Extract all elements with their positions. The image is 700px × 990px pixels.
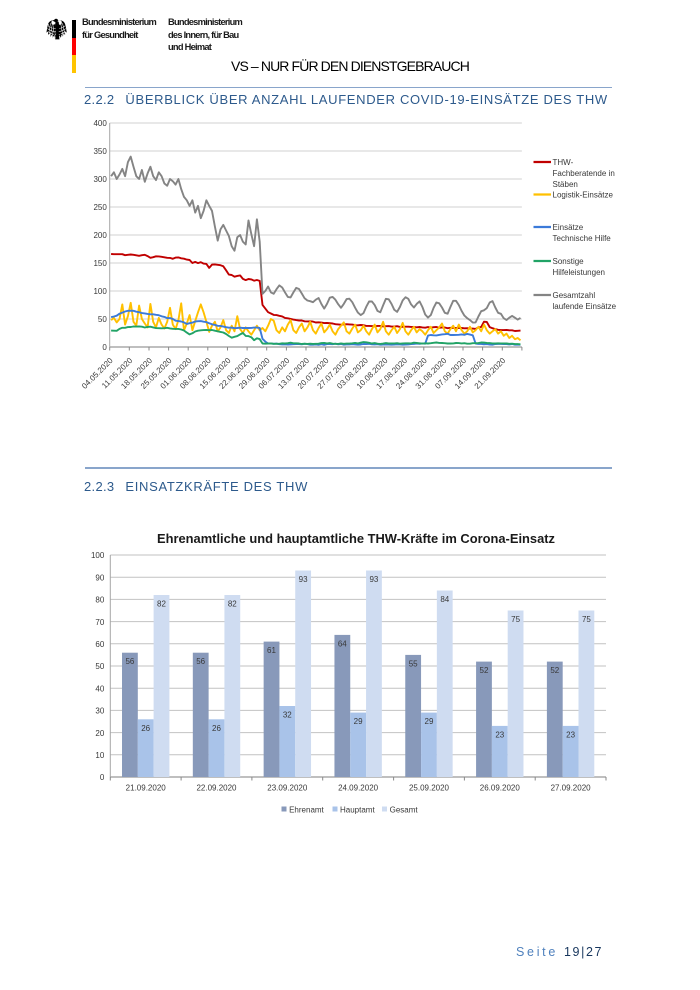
svg-text:23: 23 — [495, 730, 504, 739]
svg-text:82: 82 — [157, 600, 166, 609]
svg-text:21.09.2020: 21.09.2020 — [126, 784, 167, 793]
svg-text:Technische Hilfe: Technische Hilfe — [553, 234, 612, 243]
svg-text:Gesamtzahl: Gesamtzahl — [553, 291, 596, 300]
svg-text:75: 75 — [582, 615, 591, 624]
svg-text:70: 70 — [95, 618, 104, 627]
svg-text:Fachberatende in: Fachberatende in — [553, 169, 615, 178]
svg-text:75: 75 — [511, 615, 520, 624]
svg-text:50: 50 — [95, 662, 104, 671]
svg-text:26: 26 — [212, 724, 221, 733]
svg-text:56: 56 — [196, 657, 205, 666]
svg-text:64: 64 — [338, 639, 347, 648]
svg-text:Einsätze: Einsätze — [553, 223, 584, 232]
svg-text:350: 350 — [93, 147, 107, 156]
svg-text:30: 30 — [95, 707, 104, 716]
svg-text:25.09.2020: 25.09.2020 — [409, 784, 450, 793]
svg-text:10: 10 — [95, 751, 104, 760]
svg-text:32: 32 — [283, 711, 292, 720]
svg-text:56: 56 — [125, 657, 134, 666]
svg-text:300: 300 — [93, 175, 107, 184]
svg-text:84: 84 — [440, 595, 449, 604]
svg-text:THW-: THW- — [553, 158, 574, 167]
svg-text:23.09.2020: 23.09.2020 — [267, 784, 308, 793]
svg-text:100: 100 — [93, 287, 107, 296]
svg-text:26.09.2020: 26.09.2020 — [480, 784, 521, 793]
svg-text:Hilfeleistungen: Hilfeleistungen — [553, 268, 605, 277]
svg-text:Gesamt: Gesamt — [390, 805, 419, 814]
svg-text:Sonstige: Sonstige — [553, 257, 585, 266]
svg-text:24.09.2020: 24.09.2020 — [338, 784, 379, 793]
svg-text:90: 90 — [95, 573, 104, 582]
svg-text:0: 0 — [102, 343, 107, 352]
svg-text:80: 80 — [95, 596, 104, 605]
svg-text:0: 0 — [100, 773, 105, 782]
svg-text:82: 82 — [228, 600, 237, 609]
svg-text:150: 150 — [93, 259, 107, 268]
svg-text:52: 52 — [550, 666, 559, 675]
svg-text:200: 200 — [93, 231, 107, 240]
svg-text:50: 50 — [98, 315, 107, 324]
svg-text:Logistik-Einsätze: Logistik-Einsätze — [553, 191, 614, 200]
svg-text:23: 23 — [566, 730, 575, 739]
svg-text:52: 52 — [480, 666, 489, 675]
svg-text:29: 29 — [354, 717, 363, 726]
svg-text:400: 400 — [93, 119, 107, 128]
svg-text:55: 55 — [409, 659, 418, 668]
svg-text:60: 60 — [95, 640, 104, 649]
svg-text:Hauptamt: Hauptamt — [340, 805, 375, 814]
svg-text:250: 250 — [93, 203, 107, 212]
svg-text:Ehrenamt: Ehrenamt — [289, 805, 324, 814]
svg-text:laufende Einsätze: laufende Einsätze — [553, 302, 617, 311]
svg-text:29: 29 — [425, 717, 434, 726]
svg-text:61: 61 — [267, 646, 276, 655]
svg-text:93: 93 — [299, 575, 308, 584]
svg-text:27.09.2020: 27.09.2020 — [551, 784, 592, 793]
svg-text:22.09.2020: 22.09.2020 — [196, 784, 237, 793]
svg-text:20: 20 — [95, 729, 104, 738]
svg-text:93: 93 — [369, 575, 378, 584]
svg-text:Stäben: Stäben — [553, 180, 578, 189]
svg-text:40: 40 — [95, 684, 104, 693]
svg-text:26: 26 — [141, 724, 150, 733]
svg-text:100: 100 — [91, 551, 105, 560]
